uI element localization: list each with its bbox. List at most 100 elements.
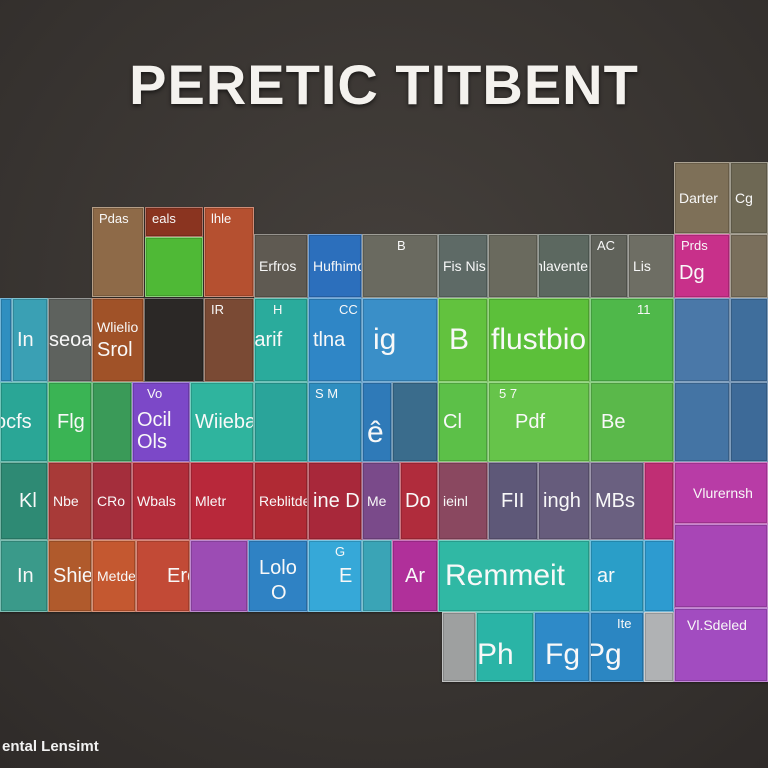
- element-tile[interactable]: B: [362, 234, 438, 298]
- element-tile[interactable]: AC: [590, 234, 628, 298]
- element-tile[interactable]: CRo: [92, 462, 132, 540]
- element-tile[interactable]: ig: [362, 298, 438, 382]
- element-tile[interactable]: seoa: [48, 298, 92, 382]
- element-symbol: Srol: [97, 340, 141, 360]
- element-tile[interactable]: [644, 462, 674, 540]
- element-tile[interactable]: Do: [400, 462, 438, 540]
- element-symbol: ingh: [543, 491, 587, 511]
- element-tile[interactable]: Remmeit: [438, 540, 590, 612]
- element-tile[interactable]: [0, 298, 12, 382]
- element-tile[interactable]: G E: [308, 540, 362, 612]
- element-tile[interactable]: Cl: [438, 382, 488, 462]
- element-tile[interactable]: S M: [308, 382, 362, 462]
- footer-caption: ental Lensimt: [2, 738, 99, 755]
- element-tile[interactable]: Vo Ocil Ols: [132, 382, 190, 462]
- element-tile[interactable]: [145, 237, 203, 297]
- element-tile[interactable]: [674, 524, 768, 608]
- element-tile[interactable]: Cg: [730, 162, 768, 234]
- element-symbol: Mletr: [195, 494, 251, 508]
- element-symbol: Kl: [19, 491, 45, 511]
- element-tile[interactable]: [362, 540, 392, 612]
- element-tile[interactable]: [254, 382, 308, 462]
- element-tile[interactable]: ocfs: [0, 382, 48, 462]
- element-tile[interactable]: [730, 382, 768, 462]
- element-tile[interactable]: Shie: [48, 540, 92, 612]
- element-tile[interactable]: ingh: [538, 462, 590, 540]
- element-symbol: Vo: [147, 386, 162, 401]
- element-tile[interactable]: [644, 540, 674, 612]
- element-tile[interactable]: CC tlna: [308, 298, 362, 382]
- element-symbol: 11: [637, 302, 651, 317]
- element-symbol: G: [335, 544, 345, 559]
- element-tile[interactable]: Metdeen: [92, 540, 136, 612]
- element-tile[interactable]: FII: [488, 462, 538, 540]
- element-tile[interactable]: [392, 382, 438, 462]
- element-tile[interactable]: [92, 382, 132, 462]
- element-tile[interactable]: Prds Dg: [674, 234, 730, 298]
- element-symbol: Hufhimdoang: [313, 259, 359, 273]
- element-tile[interactable]: Flg: [48, 382, 92, 462]
- element-tile[interactable]: ine D: [308, 462, 362, 540]
- element-tile[interactable]: flustbio: [488, 298, 590, 382]
- element-tile[interactable]: Lis: [628, 234, 674, 298]
- element-symbol: Pdf: [515, 412, 587, 432]
- element-tile[interactable]: 11: [590, 298, 674, 382]
- element-tile[interactable]: [644, 612, 674, 682]
- element-tile[interactable]: IR: [204, 298, 254, 382]
- element-symbol: Ols: [137, 432, 187, 452]
- element-tile[interactable]: [442, 612, 476, 682]
- element-tile[interactable]: [144, 298, 204, 382]
- element-symbol: Wbals: [137, 494, 187, 508]
- element-tile[interactable]: eals: [145, 207, 203, 237]
- element-symbol: ig: [373, 325, 435, 355]
- element-tile[interactable]: Erfros: [254, 234, 308, 298]
- element-tile[interactable]: Lolo O: [248, 540, 308, 612]
- element-tile[interactable]: Ar: [392, 540, 438, 612]
- element-tile[interactable]: [730, 234, 768, 298]
- element-tile[interactable]: Vl.Sdeled: [674, 608, 768, 682]
- element-tile[interactable]: Pdas: [92, 207, 144, 297]
- element-tile[interactable]: In: [0, 540, 48, 612]
- element-tile[interactable]: 5 7 Pdf: [488, 382, 590, 462]
- element-tile[interactable]: Reblitde: [254, 462, 308, 540]
- element-symbol: H: [273, 302, 282, 317]
- element-tile[interactable]: [190, 540, 248, 612]
- element-tile[interactable]: [674, 298, 730, 382]
- element-tile[interactable]: Vlurernsh: [674, 462, 768, 524]
- element-tile[interactable]: [730, 298, 768, 382]
- element-tile[interactable]: Kl: [0, 462, 48, 540]
- element-symbol: Dnlavente: [538, 259, 587, 273]
- element-symbol: IR: [211, 302, 224, 317]
- element-tile[interactable]: ieinl: [438, 462, 488, 540]
- element-symbol: In: [17, 330, 45, 350]
- element-tile[interactable]: lhle: [204, 207, 254, 297]
- element-tile[interactable]: Wiiebas: [190, 382, 254, 462]
- element-tile[interactable]: Hufhimdoang: [308, 234, 362, 298]
- element-tile[interactable]: [674, 382, 730, 462]
- element-tile[interactable]: Ite Pg: [590, 612, 644, 682]
- element-symbol: Erfros: [259, 259, 305, 273]
- element-tile[interactable]: Fg: [534, 612, 590, 682]
- element-tile[interactable]: Fis Nis: [438, 234, 488, 298]
- element-tile[interactable]: Mletr: [190, 462, 254, 540]
- element-symbol: ine D: [313, 491, 359, 511]
- element-symbol: Reblitde: [259, 494, 305, 508]
- element-symbol: Remmeit: [445, 561, 587, 591]
- element-symbol: Cl: [443, 412, 485, 432]
- element-tile[interactable]: Me: [362, 462, 400, 540]
- element-tile[interactable]: B: [438, 298, 488, 382]
- element-tile[interactable]: Wlielio Srol: [92, 298, 144, 382]
- element-tile[interactable]: ar: [590, 540, 644, 612]
- element-tile[interactable]: ê: [362, 382, 392, 462]
- element-tile[interactable]: In: [12, 298, 48, 382]
- element-tile[interactable]: MBs: [590, 462, 644, 540]
- element-tile[interactable]: Darter: [674, 162, 730, 234]
- element-tile[interactable]: Eronl: [136, 540, 190, 612]
- element-tile[interactable]: Be: [590, 382, 674, 462]
- element-tile[interactable]: Ph: [476, 612, 534, 682]
- element-tile[interactable]: H Orbarif: [254, 298, 308, 382]
- element-tile[interactable]: Dnlavente: [538, 234, 590, 298]
- element-tile[interactable]: Nbe: [48, 462, 92, 540]
- element-tile[interactable]: [488, 234, 538, 298]
- element-tile[interactable]: Wbals: [132, 462, 190, 540]
